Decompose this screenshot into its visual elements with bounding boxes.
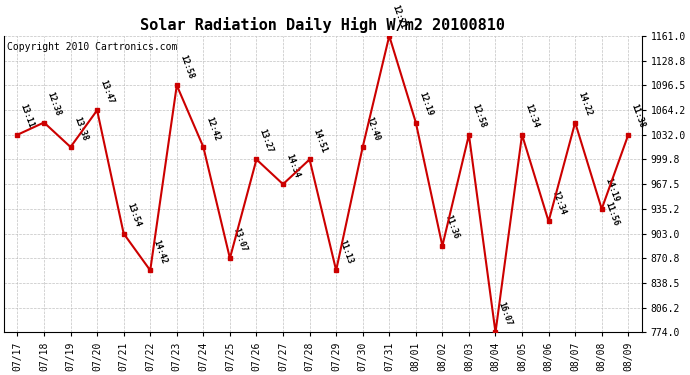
Text: 13:47: 13:47	[99, 78, 115, 105]
Text: 12:34: 12:34	[550, 189, 567, 216]
Text: 14:22: 14:22	[576, 91, 593, 117]
Text: 16:07: 16:07	[497, 300, 514, 327]
Text: 14:34: 14:34	[284, 152, 302, 179]
Text: 14:19: 14:19	[603, 177, 620, 204]
Text: 14:51: 14:51	[311, 128, 328, 154]
Text: 13:11: 13:11	[19, 103, 36, 129]
Text: 13:27: 13:27	[258, 128, 275, 154]
Title: Solar Radiation Daily High W/m2 20100810: Solar Radiation Daily High W/m2 20100810	[140, 17, 505, 33]
Text: 12:38: 12:38	[46, 91, 62, 117]
Text: 11:13: 11:13	[337, 238, 355, 265]
Text: 13:54: 13:54	[125, 202, 142, 228]
Text: 14:42: 14:42	[152, 238, 168, 265]
Text: Copyright 2010 Cartronics.com: Copyright 2010 Cartronics.com	[8, 42, 178, 52]
Text: 12:21: 12:21	[391, 4, 408, 31]
Text: 12:19: 12:19	[417, 91, 434, 117]
Text: 12:40: 12:40	[364, 115, 381, 142]
Text: 11:56: 11:56	[603, 200, 620, 227]
Text: 13:07: 13:07	[231, 226, 248, 253]
Text: 12:58: 12:58	[178, 54, 195, 80]
Text: 12:58: 12:58	[471, 103, 487, 129]
Text: 11:36: 11:36	[444, 214, 461, 240]
Text: 12:34: 12:34	[524, 103, 540, 129]
Text: 11:38: 11:38	[629, 103, 647, 129]
Text: 13:38: 13:38	[72, 115, 89, 142]
Text: 12:42: 12:42	[205, 115, 221, 142]
